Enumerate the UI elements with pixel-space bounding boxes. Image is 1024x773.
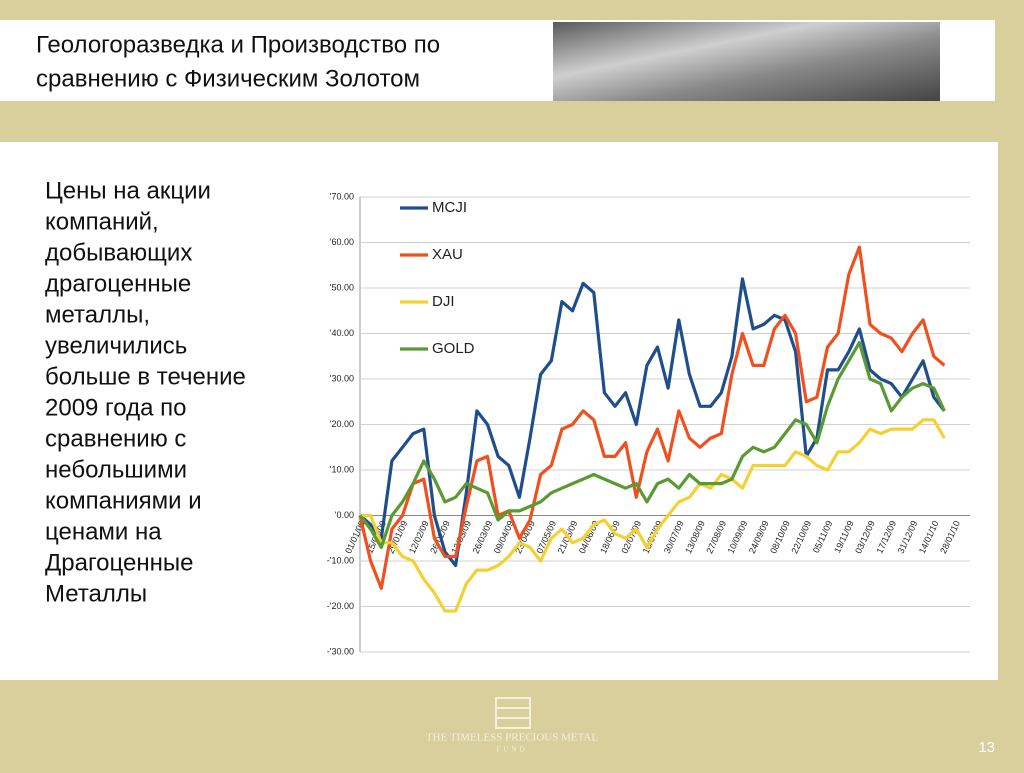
y-tick-label: '10.00 [330, 464, 354, 474]
legend-label: DJI [432, 293, 455, 310]
body-line: сравнению с [45, 425, 186, 452]
y-tick-label: -'10.00 [327, 555, 354, 565]
body-line: драгоценные [45, 270, 191, 297]
content-area [0, 142, 998, 680]
body-line: больше в течение [45, 363, 246, 390]
body-line: увеличились [45, 332, 187, 359]
logo-subtext: FUND [496, 746, 527, 754]
body-text: Цены на акции компаний, добывающих драгоцен… [45, 177, 246, 607]
body-line: компаниями и [45, 487, 202, 514]
body-line: компаний, [45, 208, 159, 235]
y-tick-label: '60.00 [330, 237, 354, 247]
body-line: 2009 года по [45, 394, 186, 421]
series-line [360, 418, 946, 613]
body-line: Драгоценные [45, 549, 193, 576]
y-tick-label: '0.00 [335, 510, 354, 520]
y-tick-label: '50.00 [330, 282, 354, 292]
y-tick-label: -'30.00 [327, 646, 354, 656]
body-line: ценами на [45, 518, 162, 545]
legend-label: XAU [432, 246, 463, 263]
body-line: Цены на акции [45, 177, 211, 204]
y-tick-label: '40.00 [330, 328, 354, 338]
logo-text: THE TIMELESS PRECIOUS METAL [426, 732, 598, 744]
legend-label: MCJI [432, 199, 467, 216]
body-line: добывающих [45, 239, 192, 266]
y-tick-label: '30.00 [330, 373, 354, 383]
slide-title: сравнению с Физическим Золотом [36, 65, 420, 92]
y-tick-label: '20.00 [330, 419, 354, 429]
series-line [358, 245, 946, 590]
body-line: металлы, [45, 301, 150, 328]
y-tick-label: '70.00 [330, 191, 354, 201]
logo [495, 697, 531, 729]
body-line: небольшими [45, 456, 187, 483]
series-line [358, 341, 946, 549]
page-number: 13 [978, 739, 995, 756]
y-tick-label: -'20.00 [327, 601, 354, 611]
legend-label: GOLD [432, 340, 475, 357]
photo [553, 22, 940, 101]
slide-title: Геологоразведка и Производство по [36, 31, 440, 58]
body-line: Металлы [45, 580, 147, 607]
